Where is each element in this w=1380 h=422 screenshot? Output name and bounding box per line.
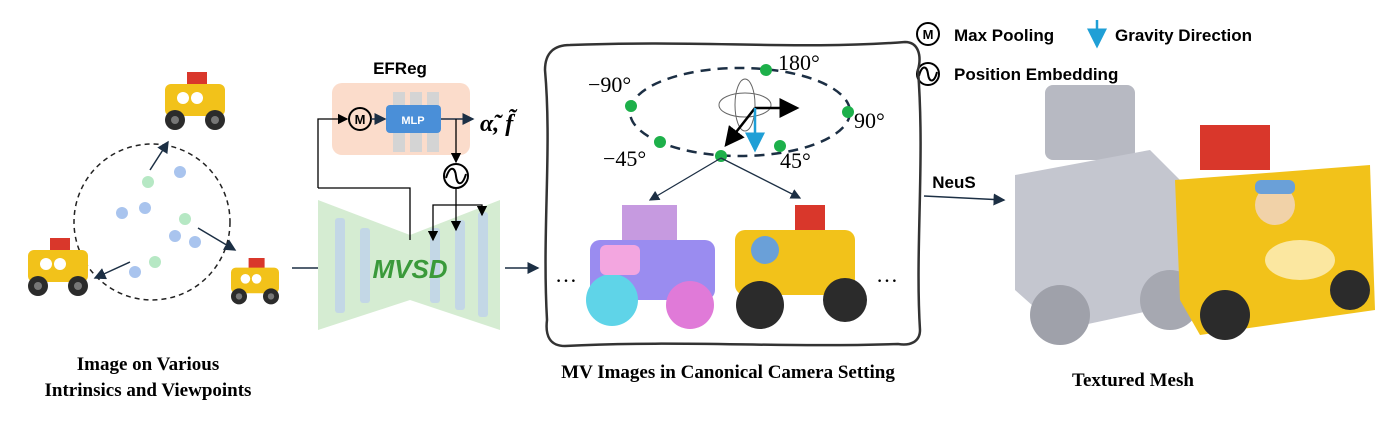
input-caption-line1: Image on Various [77,354,220,375]
ellipsis-left: … [555,262,577,287]
angle-45: 45° [780,148,811,173]
input-image-left [28,238,88,296]
canonical-camera-panel: 180° −90° 90° −45° 45° … … MV Images in … [543,40,922,383]
legend: M Max Pooling Gravity Direction Position… [916,20,1252,86]
output-caption: Textured Mesh [1072,370,1194,391]
textured-mesh: Textured Mesh [1015,85,1375,391]
input-views: Image on Various Intrinsics and Viewpoin… [28,72,279,401]
svg-text:M: M [355,112,366,127]
angle-180: 180° [778,50,820,75]
legend-position-embedding: Position Embedding [954,65,1118,84]
efreg-module: EFReg MLP M α̃, f̃ [317,59,518,242]
ellipsis-right: … [876,262,898,287]
viewpoint-sphere [73,143,231,301]
rgb-view [735,205,867,329]
mvsd-label: MVSD [372,254,447,284]
mlp-block [386,105,441,133]
viewpoint-dots [116,166,201,278]
legend-gravity-direction: Gravity Direction [1115,26,1252,45]
position-embedding-icon [916,62,940,86]
neus-label: NeuS [932,173,975,192]
angle-90: 90° [854,108,885,133]
position-embedding-node [443,163,469,189]
world-frame-icon [718,78,800,153]
angle-neg45: −45° [603,146,646,171]
input-image-top [165,72,225,130]
input-image-right [231,258,279,305]
angle-neg90: −90° [588,72,631,97]
legend-max-pooling: Max Pooling [954,26,1054,45]
normal-map-view [586,205,715,329]
efreg-title: EFReg [373,59,427,78]
max-pooling-icon [916,22,940,46]
canonical-caption: MV Images in Canonical Camera Setting [561,362,895,383]
efreg-output: α̃, f̃ [480,111,518,137]
svg-text:MLP: MLP [401,115,424,127]
camera-positions [625,64,854,162]
input-caption-line2: Intrinsics and Viewpoints [45,380,252,401]
svg-text:M: M [923,27,934,42]
mvsd-network: MVSD [318,200,500,330]
